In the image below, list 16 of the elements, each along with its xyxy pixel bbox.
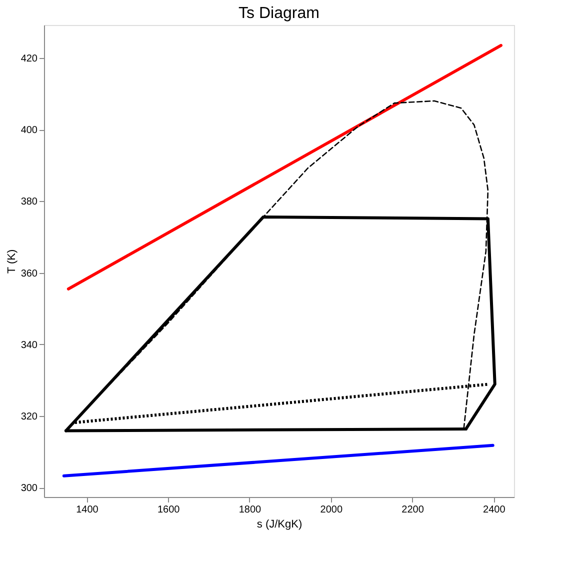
x-axis-title: s (J/KgK) — [256, 518, 302, 530]
x-tick-label: 2000 — [320, 504, 343, 516]
x-tick-label: 1600 — [157, 504, 180, 516]
x-tick-label: 1400 — [76, 504, 99, 516]
y-tick-label: 340 — [20, 340, 38, 351]
y-tick-label: 380 — [20, 196, 38, 208]
x-tick-label: 2400 — [483, 504, 506, 516]
y-tick-label: 360 — [20, 268, 38, 280]
y-tick-label: 320 — [20, 412, 38, 423]
y-tick-label: 400 — [20, 125, 38, 136]
y-axis-title: T (K) — [6, 249, 18, 274]
chart-title: Ts Diagram — [238, 5, 320, 22]
x-tick-label: 2200 — [402, 504, 424, 516]
x-tick-label: 1800 — [238, 504, 262, 516]
y-tick-label: 420 — [20, 53, 38, 64]
y-tick-label: 300 — [20, 483, 38, 494]
